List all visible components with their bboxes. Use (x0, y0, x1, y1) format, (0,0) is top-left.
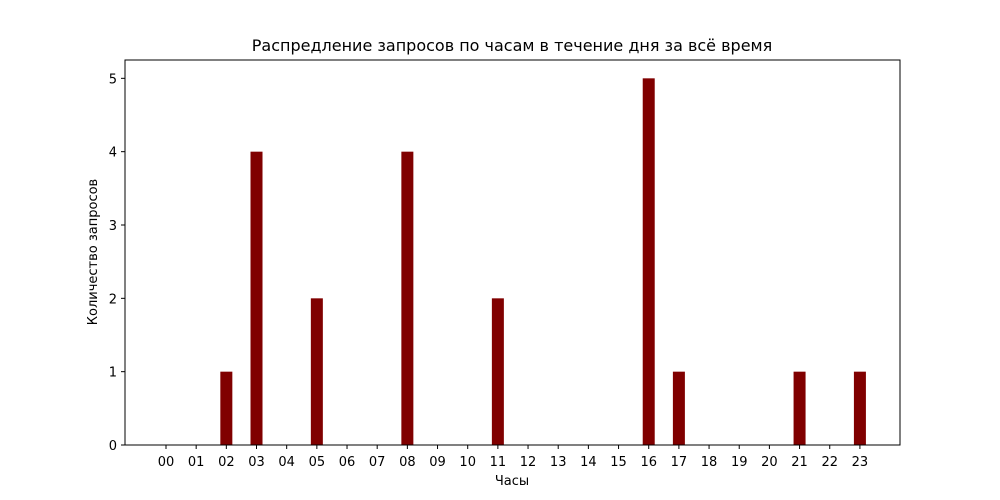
bar-08 (401, 151, 414, 446)
x-tick-label-16: 16 (640, 455, 657, 470)
bar-02 (220, 371, 233, 445)
chart-title: Распредление запросов по часам в течение… (252, 36, 772, 55)
x-tick-label-09: 09 (429, 455, 446, 470)
bar-21 (793, 371, 806, 445)
x-tick-label-00: 00 (158, 455, 175, 470)
y-axis-label: Количество запросов (86, 179, 101, 325)
x-tick-label-19: 19 (731, 455, 748, 470)
bar-16 (642, 78, 655, 445)
plot-frame (124, 59, 901, 446)
x-tick-label-11: 11 (490, 455, 507, 470)
y-axis-ticks: 0 1 2 3 4 5 (109, 72, 125, 454)
x-tick-label-20: 20 (761, 455, 778, 470)
bar-05 (310, 298, 323, 445)
x-tick-label-21: 21 (791, 455, 808, 470)
bar-03 (250, 151, 263, 446)
x-tick-label-23: 23 (852, 455, 869, 470)
x-tick-label-15: 15 (610, 455, 627, 470)
y-tick-label-4: 4 (109, 146, 117, 161)
y-tick-label-0: 0 (109, 439, 117, 454)
x-axis-ticks: 00 01 02 03 04 05 06 07 08 09 10 11 12 13 14 15 16 17 18 19… (158, 445, 868, 470)
bars-layer (220, 78, 866, 446)
y-tick-label-2: 2 (109, 292, 117, 307)
x-tick-label-01: 01 (188, 455, 205, 470)
x-axis-label: Часы (495, 474, 529, 489)
x-tick-label-03: 03 (248, 455, 265, 470)
x-tick-label-08: 08 (399, 455, 416, 470)
x-tick-label-10: 10 (459, 455, 476, 470)
x-tick-label-04: 04 (278, 455, 295, 470)
y-tick-label-1: 1 (109, 366, 117, 381)
x-tick-label-07: 07 (369, 455, 386, 470)
x-tick-label-06: 06 (339, 455, 356, 470)
bar-11 (491, 298, 504, 445)
bar-17 (672, 371, 685, 445)
x-tick-label-22: 22 (821, 455, 838, 470)
x-tick-label-18: 18 (701, 455, 718, 470)
y-tick-label-5: 5 (109, 72, 117, 87)
x-tick-label-13: 13 (550, 455, 567, 470)
bar-23 (853, 371, 866, 445)
y-tick-label-3: 3 (109, 219, 117, 234)
x-tick-label-05: 05 (309, 455, 326, 470)
x-tick-label-02: 02 (218, 455, 235, 470)
x-tick-label-14: 14 (580, 455, 597, 470)
x-tick-label-12: 12 (520, 455, 537, 470)
x-tick-label-17: 17 (671, 455, 688, 470)
